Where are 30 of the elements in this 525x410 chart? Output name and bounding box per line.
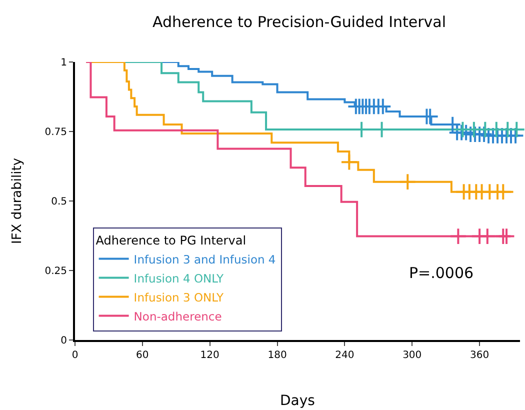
point [475,126,493,143]
chart-title: Adherence to Precision-Guided Interval [152,12,446,31]
point [506,126,524,144]
legend-label: Non-adherence [134,309,222,324]
point [478,228,496,246]
x-tick-label: 300 [402,350,422,361]
legend-label: Infusion 3 ONLY [134,290,224,304]
point [494,183,512,201]
x-tick-label: 180 [268,350,287,361]
x-tick-label: 60 [136,350,149,361]
y-axis-title: IFX durability [10,158,26,244]
y-tick-label: 0.75 [44,127,67,138]
point [449,228,467,246]
annotation: P=.0006 [409,264,474,282]
legend-label: Infusion 3 and Infusion 4 [134,252,276,266]
y-tick-label: 0.5 [51,196,67,208]
y-tick-label: 1 [60,58,67,68]
x-tick-label: 240 [335,350,354,361]
y-tick-label: 0 [60,336,67,346]
x-axis-title: Days [280,392,315,409]
point [398,173,416,191]
y-tick-label: 0.25 [44,266,67,277]
x-tick-label: 360 [470,350,490,361]
point [498,228,516,246]
point [457,124,475,142]
legend-title: Adherence to PG Interval [96,233,246,248]
point [340,153,358,171]
x-tick-label: 0 [72,350,78,361]
legend-label: Infusion 4 ONLY [134,271,224,286]
x-tick-label: 120 [200,350,220,361]
